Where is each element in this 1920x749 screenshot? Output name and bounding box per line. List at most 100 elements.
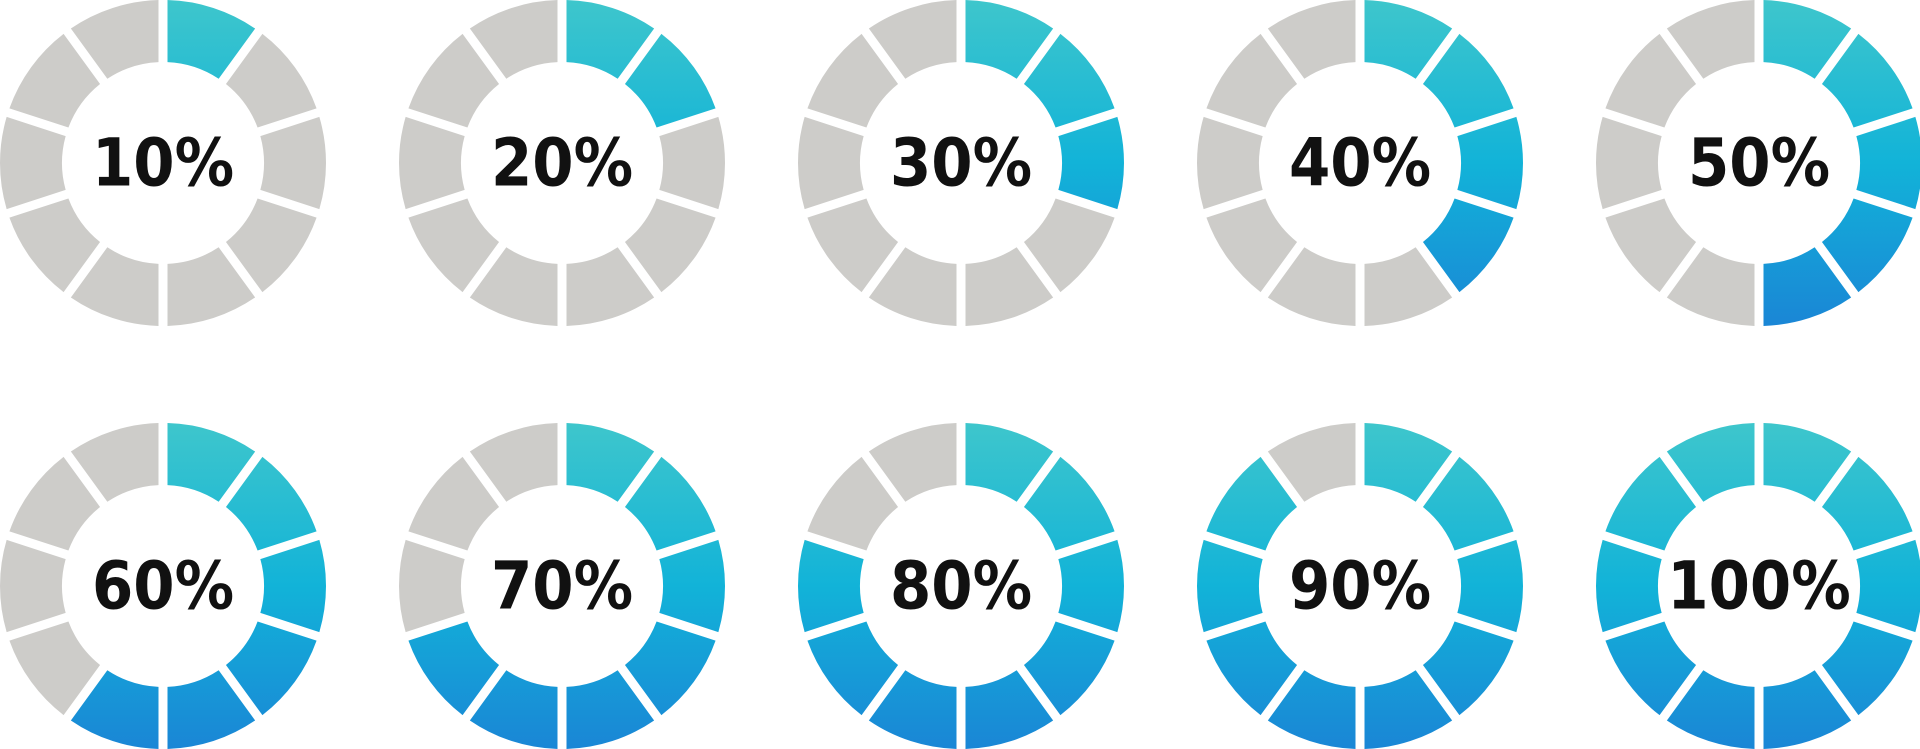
- filled-segment: [1058, 539, 1124, 633]
- empty-segment: [9, 621, 101, 716]
- percent-label: 90%: [1289, 548, 1431, 625]
- percent-label: 40%: [1289, 125, 1431, 202]
- empty-segment: [408, 33, 500, 128]
- filled-segment: [1457, 539, 1523, 633]
- empty-segment: [807, 198, 899, 293]
- empty-segment: [408, 198, 500, 293]
- empty-segment: [260, 116, 326, 210]
- progress-ring: 20%: [398, 0, 725, 326]
- filled-segment: [1821, 621, 1913, 716]
- progress-ring: 30%: [798, 0, 1124, 326]
- percent-label: 80%: [890, 548, 1032, 625]
- empty-segment: [868, 423, 957, 502]
- empty-segment: [0, 539, 66, 633]
- progress-ring: 70%: [399, 423, 725, 749]
- percent-label: 70%: [491, 548, 633, 625]
- filled-segment: [624, 456, 716, 551]
- filled-segment: [624, 621, 716, 716]
- filled-segment: [1197, 539, 1263, 633]
- empty-segment: [798, 116, 864, 210]
- filled-segment: [1422, 33, 1514, 128]
- empty-segment: [1364, 247, 1453, 326]
- filled-segment: [167, 0, 256, 79]
- filled-segment: [1267, 670, 1356, 749]
- filled-segment: [1856, 116, 1920, 210]
- filled-segment: [566, 0, 655, 79]
- filled-segment: [798, 539, 864, 633]
- empty-segment: [807, 456, 899, 551]
- filled-segment: [624, 33, 716, 128]
- filled-segment: [1023, 456, 1115, 551]
- empty-segment: [566, 247, 655, 326]
- empty-segment: [399, 539, 465, 633]
- empty-segment: [225, 198, 317, 293]
- filled-segment: [868, 670, 957, 749]
- filled-segment: [1206, 456, 1298, 551]
- empty-segment: [1197, 116, 1263, 210]
- filled-segment: [1763, 0, 1852, 79]
- filled-segment: [1422, 621, 1514, 716]
- progress-ring: 90%: [1197, 423, 1523, 749]
- progress-ring: 10%: [0, 0, 326, 326]
- filled-segment: [1821, 198, 1913, 293]
- filled-segment: [1605, 456, 1697, 551]
- empty-segment: [1605, 33, 1697, 128]
- filled-segment: [1666, 670, 1755, 749]
- percent-label: 30%: [890, 125, 1032, 202]
- filled-segment: [469, 670, 558, 749]
- progress-ring: 50%: [1596, 0, 1920, 326]
- empty-segment: [1267, 0, 1356, 79]
- filled-segment: [1821, 456, 1913, 551]
- filled-segment: [1596, 539, 1662, 633]
- empty-segment: [70, 247, 159, 326]
- filled-segment: [566, 423, 655, 502]
- percent-label: 10%: [92, 125, 234, 202]
- empty-segment: [1596, 116, 1662, 210]
- filled-segment: [167, 670, 256, 749]
- empty-segment: [225, 33, 317, 128]
- filled-segment: [225, 456, 317, 551]
- empty-segment: [0, 116, 66, 210]
- filled-segment: [965, 423, 1054, 502]
- filled-segment: [659, 539, 725, 633]
- filled-segment: [225, 621, 317, 716]
- empty-segment: [624, 198, 716, 293]
- empty-segment: [1666, 247, 1755, 326]
- filled-segment: [1605, 621, 1697, 716]
- percent-label: 100%: [1667, 548, 1850, 625]
- empty-segment: [408, 456, 500, 551]
- empty-segment: [1267, 247, 1356, 326]
- filled-segment: [566, 670, 655, 749]
- filled-segment: [1364, 670, 1453, 749]
- empty-segment: [807, 33, 899, 128]
- filled-segment: [1058, 116, 1124, 210]
- empty-segment: [9, 456, 101, 551]
- progress-ring: 60%: [0, 423, 326, 749]
- filled-segment: [1023, 33, 1115, 128]
- empty-segment: [469, 247, 558, 326]
- empty-segment: [70, 423, 159, 502]
- filled-segment: [1023, 621, 1115, 716]
- filled-segment: [1364, 423, 1453, 502]
- empty-segment: [469, 423, 558, 502]
- empty-segment: [868, 0, 957, 79]
- empty-segment: [1206, 198, 1298, 293]
- filled-segment: [1422, 198, 1514, 293]
- filled-segment: [167, 423, 256, 502]
- filled-segment: [260, 539, 326, 633]
- empty-segment: [1023, 198, 1115, 293]
- empty-segment: [167, 247, 256, 326]
- empty-segment: [9, 33, 101, 128]
- empty-segment: [70, 0, 159, 79]
- empty-segment: [1206, 33, 1298, 128]
- filled-segment: [965, 670, 1054, 749]
- filled-segment: [1856, 539, 1920, 633]
- filled-segment: [1821, 33, 1913, 128]
- filled-segment: [70, 670, 159, 749]
- filled-segment: [1422, 456, 1514, 551]
- filled-segment: [807, 621, 899, 716]
- filled-segment: [1666, 423, 1755, 502]
- progress-ring: 80%: [798, 423, 1124, 749]
- empty-segment: [9, 198, 101, 293]
- empty-segment: [1666, 0, 1755, 79]
